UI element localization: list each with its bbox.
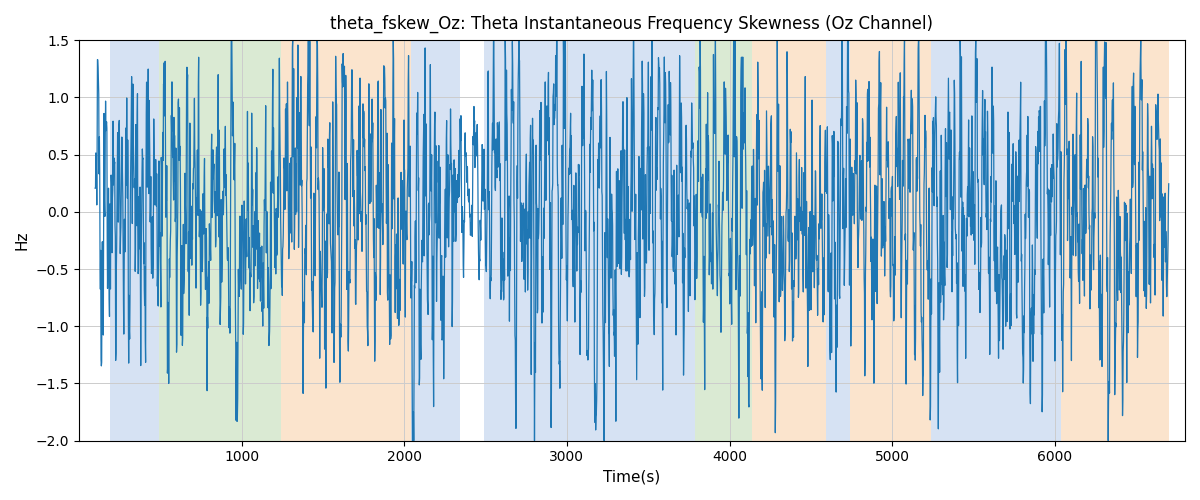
Bar [826, 40, 850, 440]
Title: theta_fskew_Oz: Theta Instantaneous Frequency Skewness (Oz Channel): theta_fskew_Oz: Theta Instantaneous Freq… [330, 15, 934, 34]
Bar [410, 40, 460, 440]
Bar [110, 40, 158, 440]
Bar [752, 40, 826, 440]
Bar [484, 40, 695, 440]
Bar [158, 40, 281, 440]
Y-axis label: Hz: Hz [14, 230, 30, 250]
Bar [850, 40, 931, 440]
Bar [931, 40, 1061, 440]
Bar [1061, 40, 1169, 440]
Bar [281, 40, 410, 440]
X-axis label: Time(s): Time(s) [604, 470, 660, 485]
Bar [695, 40, 752, 440]
